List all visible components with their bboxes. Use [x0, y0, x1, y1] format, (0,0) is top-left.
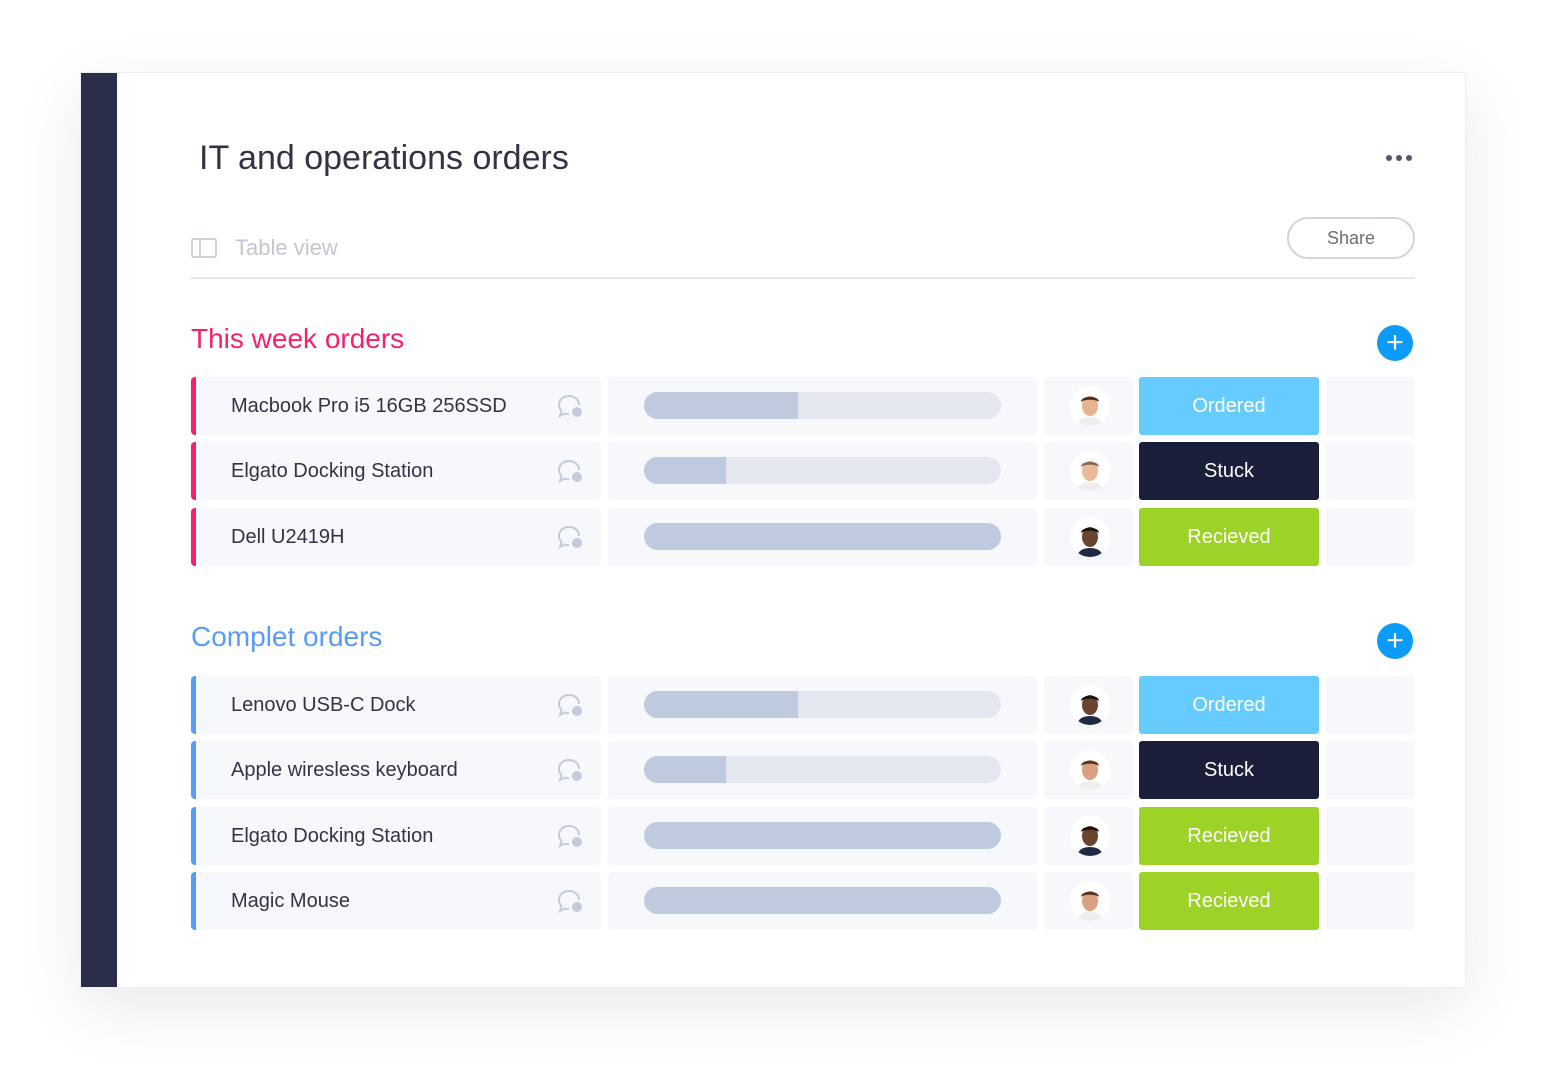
board-card: IT and operations orders Table view Shar… — [80, 72, 1466, 988]
table-row: Elgato Docking Station Stuck — [191, 442, 1415, 500]
status-label[interactable]: Stuck — [1139, 442, 1319, 500]
table-row: Dell U2419H Recieved — [191, 508, 1415, 566]
progress-fill — [644, 392, 798, 419]
progress-fill — [644, 756, 727, 783]
empty-cell[interactable] — [1326, 377, 1415, 435]
status-label[interactable]: Recieved — [1139, 807, 1319, 865]
comment-icon[interactable] — [557, 889, 583, 913]
progress-fill — [644, 887, 1001, 914]
share-button[interactable]: Share — [1287, 217, 1415, 259]
progress-bar — [644, 457, 1001, 484]
status-label[interactable]: Recieved — [1139, 508, 1319, 566]
item-name: Elgato Docking Station — [231, 460, 434, 482]
progress-bar — [644, 756, 1001, 783]
sidebar — [81, 73, 117, 987]
owner-cell[interactable] — [1044, 872, 1133, 930]
item-name: Magic Mouse — [231, 890, 350, 912]
more-options-icon[interactable] — [1386, 155, 1412, 161]
owner-cell[interactable] — [1044, 377, 1133, 435]
table-view-label: Table view — [235, 235, 338, 260]
comment-icon[interactable] — [557, 758, 583, 782]
item-name: Dell U2419H — [231, 526, 345, 548]
empty-cell[interactable] — [1326, 807, 1415, 865]
progress-fill — [644, 822, 1001, 849]
group-title: This week orders — [191, 323, 405, 354]
owner-cell[interactable] — [1044, 676, 1133, 734]
avatar — [1070, 750, 1110, 790]
item-name: Macbook Pro i5 16GB 256SSD — [231, 395, 507, 417]
table-view-icon — [191, 238, 217, 258]
empty-cell[interactable] — [1326, 872, 1415, 930]
comment-icon[interactable] — [557, 459, 583, 483]
progress-cell — [608, 508, 1037, 566]
add-item-button[interactable]: + — [1377, 623, 1413, 659]
table-row: Apple wiresless keyboard Stuck — [191, 741, 1415, 799]
item-name-cell[interactable]: Lenovo USB-C Dock — [191, 676, 601, 734]
table-row: Lenovo USB-C Dock Ordered — [191, 676, 1415, 734]
progress-bar — [644, 887, 1001, 914]
item-name-cell[interactable]: Macbook Pro i5 16GB 256SSD — [191, 377, 601, 435]
comment-icon[interactable] — [557, 693, 583, 717]
item-name-cell[interactable]: Dell U2419H — [191, 508, 601, 566]
avatar — [1070, 451, 1110, 491]
divider — [191, 277, 1415, 279]
owner-cell[interactable] — [1044, 741, 1133, 799]
item-name: Apple wiresless keyboard — [231, 759, 458, 781]
progress-cell — [608, 741, 1037, 799]
status-label[interactable]: Stuck — [1139, 741, 1319, 799]
progress-bar — [644, 691, 1001, 718]
item-name-cell[interactable]: Elgato Docking Station — [191, 807, 601, 865]
status-label[interactable]: Recieved — [1139, 872, 1319, 930]
progress-bar — [644, 392, 1001, 419]
add-item-button[interactable]: + — [1377, 325, 1413, 361]
progress-cell — [608, 807, 1037, 865]
owner-cell[interactable] — [1044, 508, 1133, 566]
progress-cell — [608, 442, 1037, 500]
empty-cell[interactable] — [1326, 442, 1415, 500]
empty-cell[interactable] — [1326, 508, 1415, 566]
avatar — [1070, 386, 1110, 426]
table-row: Magic Mouse Recieved — [191, 872, 1415, 930]
comment-icon[interactable] — [557, 525, 583, 549]
progress-cell — [608, 872, 1037, 930]
progress-cell — [608, 377, 1037, 435]
item-name-cell[interactable]: Elgato Docking Station — [191, 442, 601, 500]
avatar — [1070, 517, 1110, 557]
progress-fill — [644, 457, 727, 484]
item-name: Lenovo USB-C Dock — [231, 694, 416, 716]
comment-icon[interactable] — [557, 394, 583, 418]
page-title: IT and operations orders — [199, 139, 569, 177]
item-name: Elgato Docking Station — [231, 825, 434, 847]
empty-cell[interactable] — [1326, 741, 1415, 799]
group-title: Complet orders — [191, 621, 383, 652]
owner-cell[interactable] — [1044, 807, 1133, 865]
progress-bar — [644, 822, 1001, 849]
table-row: Macbook Pro i5 16GB 256SSD Ordered — [191, 377, 1415, 435]
progress-fill — [644, 523, 1001, 550]
progress-fill — [644, 691, 798, 718]
status-label[interactable]: Ordered — [1139, 676, 1319, 734]
avatar — [1070, 881, 1110, 921]
item-name-cell[interactable]: Magic Mouse — [191, 872, 601, 930]
status-label[interactable]: Ordered — [1139, 377, 1319, 435]
empty-cell[interactable] — [1326, 676, 1415, 734]
comment-icon[interactable] — [557, 824, 583, 848]
avatar — [1070, 685, 1110, 725]
owner-cell[interactable] — [1044, 442, 1133, 500]
progress-cell — [608, 676, 1037, 734]
table-row: Elgato Docking Station Recieved — [191, 807, 1415, 865]
table-view-tab[interactable]: Table view — [191, 235, 338, 261]
progress-bar — [644, 523, 1001, 550]
item-name-cell[interactable]: Apple wiresless keyboard — [191, 741, 601, 799]
avatar — [1070, 816, 1110, 856]
